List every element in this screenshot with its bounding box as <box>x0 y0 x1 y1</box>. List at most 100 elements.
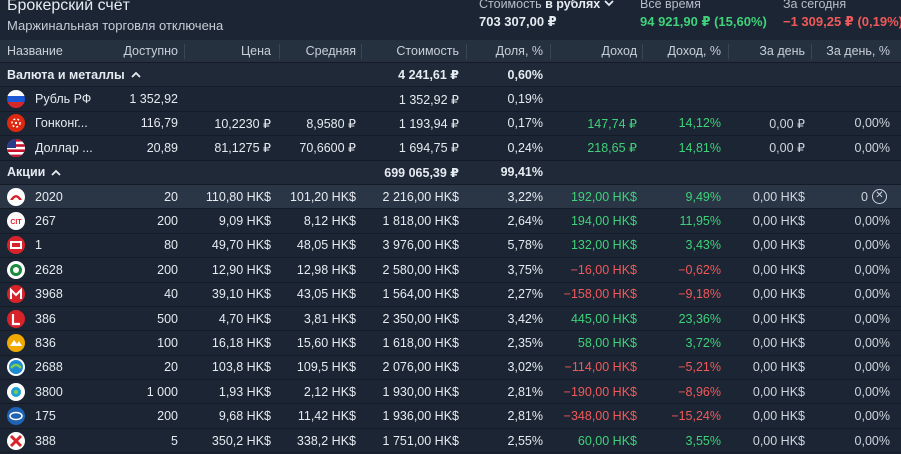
position-value: 1 618,00 HK$ <box>382 335 459 350</box>
stock-row[interactable]: 836 100 16,18 HK$ 15,60 HK$ 1 618,00 HK$ 2,35… <box>0 331 901 356</box>
col-value[interactable]: Стоимость <box>396 44 459 58</box>
group-row-currency[interactable]: Валюта и металлы 4 241,61 ₽ 0,60% <box>0 63 901 88</box>
day-change-pct: 0,00% <box>854 287 890 302</box>
col-name[interactable]: Название <box>7 44 63 58</box>
today-value: −1 309,25 ₽ (0,19%) <box>783 14 901 29</box>
group-value: 699 065,39 ₽ <box>384 165 459 180</box>
chevron-up-icon[interactable] <box>131 71 141 78</box>
price: 12,90 HK$ <box>211 262 271 277</box>
group-row-stocks[interactable]: Акции 699 065,39 ₽ 99,41% <box>0 160 901 185</box>
stock-row[interactable]: CIT 267 200 9,09 HK$ 8,12 HK$ 1 818,00 HK$ 2,6… <box>0 209 901 234</box>
currency-row[interactable]: Рубль РФ 1 352,92 1 352,92 ₽ 0,19% <box>0 87 901 112</box>
portfolio-share: 2,81% <box>507 409 543 424</box>
income-pct: 14,81% <box>678 140 721 155</box>
price: 350,2 HK$ <box>211 433 271 448</box>
price <box>186 87 271 110</box>
average-price: 3,81 HK$ <box>303 311 356 326</box>
instrument-name: Доллар ... <box>35 140 93 155</box>
group-label: Валюта и металлы <box>7 67 125 82</box>
col-day[interactable]: За день <box>759 44 805 58</box>
average-price: 101,20 HK$ <box>289 189 356 204</box>
income-pct: 9,49% <box>685 189 721 204</box>
day-change: 0,00 HK$ <box>752 335 805 350</box>
col-price[interactable]: Цена <box>240 44 271 58</box>
chevron-up-icon[interactable] <box>51 169 61 176</box>
day-change-pct: 0 <box>861 189 868 204</box>
group-value: 4 241,61 ₽ <box>398 68 459 83</box>
income-pct: 11,95% <box>679 214 721 229</box>
income: 60,00 HK$ <box>577 433 637 448</box>
price: 1,93 HK$ <box>218 384 271 399</box>
stock-row[interactable]: 386 500 4,70 HK$ 3,81 HK$ 2 350,00 HK$ 3,42% 4… <box>0 307 901 332</box>
group-share: 99,41% <box>500 165 543 180</box>
total-value-block[interactable]: Стоимость в рублях 703 307,00 ₽ <box>479 0 614 30</box>
day-change-pct <box>810 87 890 110</box>
portfolio-share: 0,19% <box>507 92 543 107</box>
income-pct: −0,62% <box>678 262 721 277</box>
instrument-name: Гонконг... <box>35 116 88 131</box>
col-income[interactable]: Доход <box>601 44 638 58</box>
chevron-down-icon <box>604 0 614 7</box>
alltime-label: Всё время <box>640 0 701 11</box>
portfolio-share: 2,55% <box>507 433 543 448</box>
position-value: 1 352,92 ₽ <box>398 92 459 107</box>
average-price: 15,60 HK$ <box>296 335 356 350</box>
available-qty: 200 <box>157 409 178 424</box>
portfolio-share: 5,78% <box>507 238 543 253</box>
position-value: 2 216,00 HK$ <box>382 189 459 204</box>
column-divider <box>550 44 551 59</box>
currency-row[interactable]: Гонконг... 116,79 10,2230 ₽ 8,9580 ₽ 1 193,9… <box>0 112 901 137</box>
col-avg[interactable]: Средняя <box>305 44 356 58</box>
logo-386-icon <box>7 309 25 328</box>
available-qty: 20 <box>164 360 178 375</box>
currency-label: в рублях <box>545 0 601 11</box>
currency-selector[interactable]: Стоимость в рублях <box>479 0 614 11</box>
stock-row[interactable]: 2020 20 110,80 HK$ 101,20 HK$ 2 216,00 HK$ 3,… <box>0 184 901 210</box>
income: 147,74 ₽ <box>587 116 637 131</box>
day-change: 0,00 ₽ <box>769 116 805 131</box>
day-change: 0,00 HK$ <box>752 214 805 229</box>
income <box>547 87 637 110</box>
day-change: 0,00 HK$ <box>752 238 805 253</box>
stock-row[interactable]: 2688 20 103,8 HK$ 109,5 HK$ 2 076,00 HK$ 3,02… <box>0 356 901 381</box>
table-header: Название Доступно Цена Средняя Стоимость… <box>0 40 901 63</box>
income: −190,00 HK$ <box>563 384 637 399</box>
geely-logo-icon: CIT <box>7 212 25 231</box>
currency-row[interactable]: Доллар ... 20,89 81,1275 ₽ 70,6600 ₽ 1 694,7… <box>0 136 901 161</box>
position-value: 2 076,00 HK$ <box>382 360 459 375</box>
instrument-name: 2020 <box>35 189 63 204</box>
col-day-pct[interactable]: За день, % <box>826 44 890 58</box>
stock-row[interactable]: 388 5 350,2 HK$ 338,2 HK$ 1 751,00 HK$ 2,55% 6… <box>0 429 901 454</box>
income-pct: 3,55% <box>685 433 721 448</box>
margin-status: Маржинальная торговля отключена <box>7 18 224 33</box>
col-share[interactable]: Доля, % <box>495 44 543 58</box>
day-change: 0,00 HK$ <box>752 262 805 277</box>
ckh-logo-icon <box>7 236 25 255</box>
instrument-name: 3800 <box>35 384 63 399</box>
price: 39,10 HK$ <box>211 287 271 302</box>
stock-rows: 2020 20 110,80 HK$ 101,20 HK$ 2 216,00 HK$ 3,… <box>0 184 901 454</box>
instrument-name: 2628 <box>35 262 63 277</box>
col-avail[interactable]: Доступно <box>123 44 178 58</box>
income: 192,00 HK$ <box>570 189 637 204</box>
stock-row[interactable]: 3800 1 000 1,93 HK$ 2,12 HK$ 1 930,00 HK$ 2,8… <box>0 380 901 405</box>
col-income-pct[interactable]: Доход, % <box>667 44 721 58</box>
stock-row[interactable]: 1 80 49,70 HK$ 48,05 HK$ 3 976,00 HK$ 5,78% 13… <box>0 234 901 259</box>
stock-row[interactable]: 2628 200 12,90 HK$ 12,98 HK$ 2 580,00 HK$ 3,7… <box>0 258 901 283</box>
stock-row[interactable]: 175 200 9,68 HK$ 11,42 HK$ 1 936,00 HK$ 2,81%… <box>0 404 901 429</box>
close-icon[interactable]: ✕ <box>872 188 887 204</box>
portfolio-share: 2,35% <box>507 335 543 350</box>
day-change: 0,00 ₽ <box>769 141 805 156</box>
price: 81,1275 ₽ <box>214 141 271 156</box>
day-change: 0,00 HK$ <box>752 287 805 302</box>
portfolio-share: 3,75% <box>507 262 543 277</box>
price: 10,2230 ₽ <box>214 116 271 131</box>
stock-row[interactable]: 3968 40 39,10 HK$ 43,05 HK$ 1 564,00 HK$ 2,27… <box>0 283 901 307</box>
income: 58,00 HK$ <box>577 335 637 350</box>
income-pct: 3,43% <box>685 238 721 253</box>
average-price: 43,05 HK$ <box>296 287 356 302</box>
instrument-name: 267 <box>35 214 56 229</box>
column-divider <box>642 44 643 59</box>
position-value: 1 936,00 HK$ <box>382 409 459 424</box>
available-qty: 200 <box>157 214 178 229</box>
